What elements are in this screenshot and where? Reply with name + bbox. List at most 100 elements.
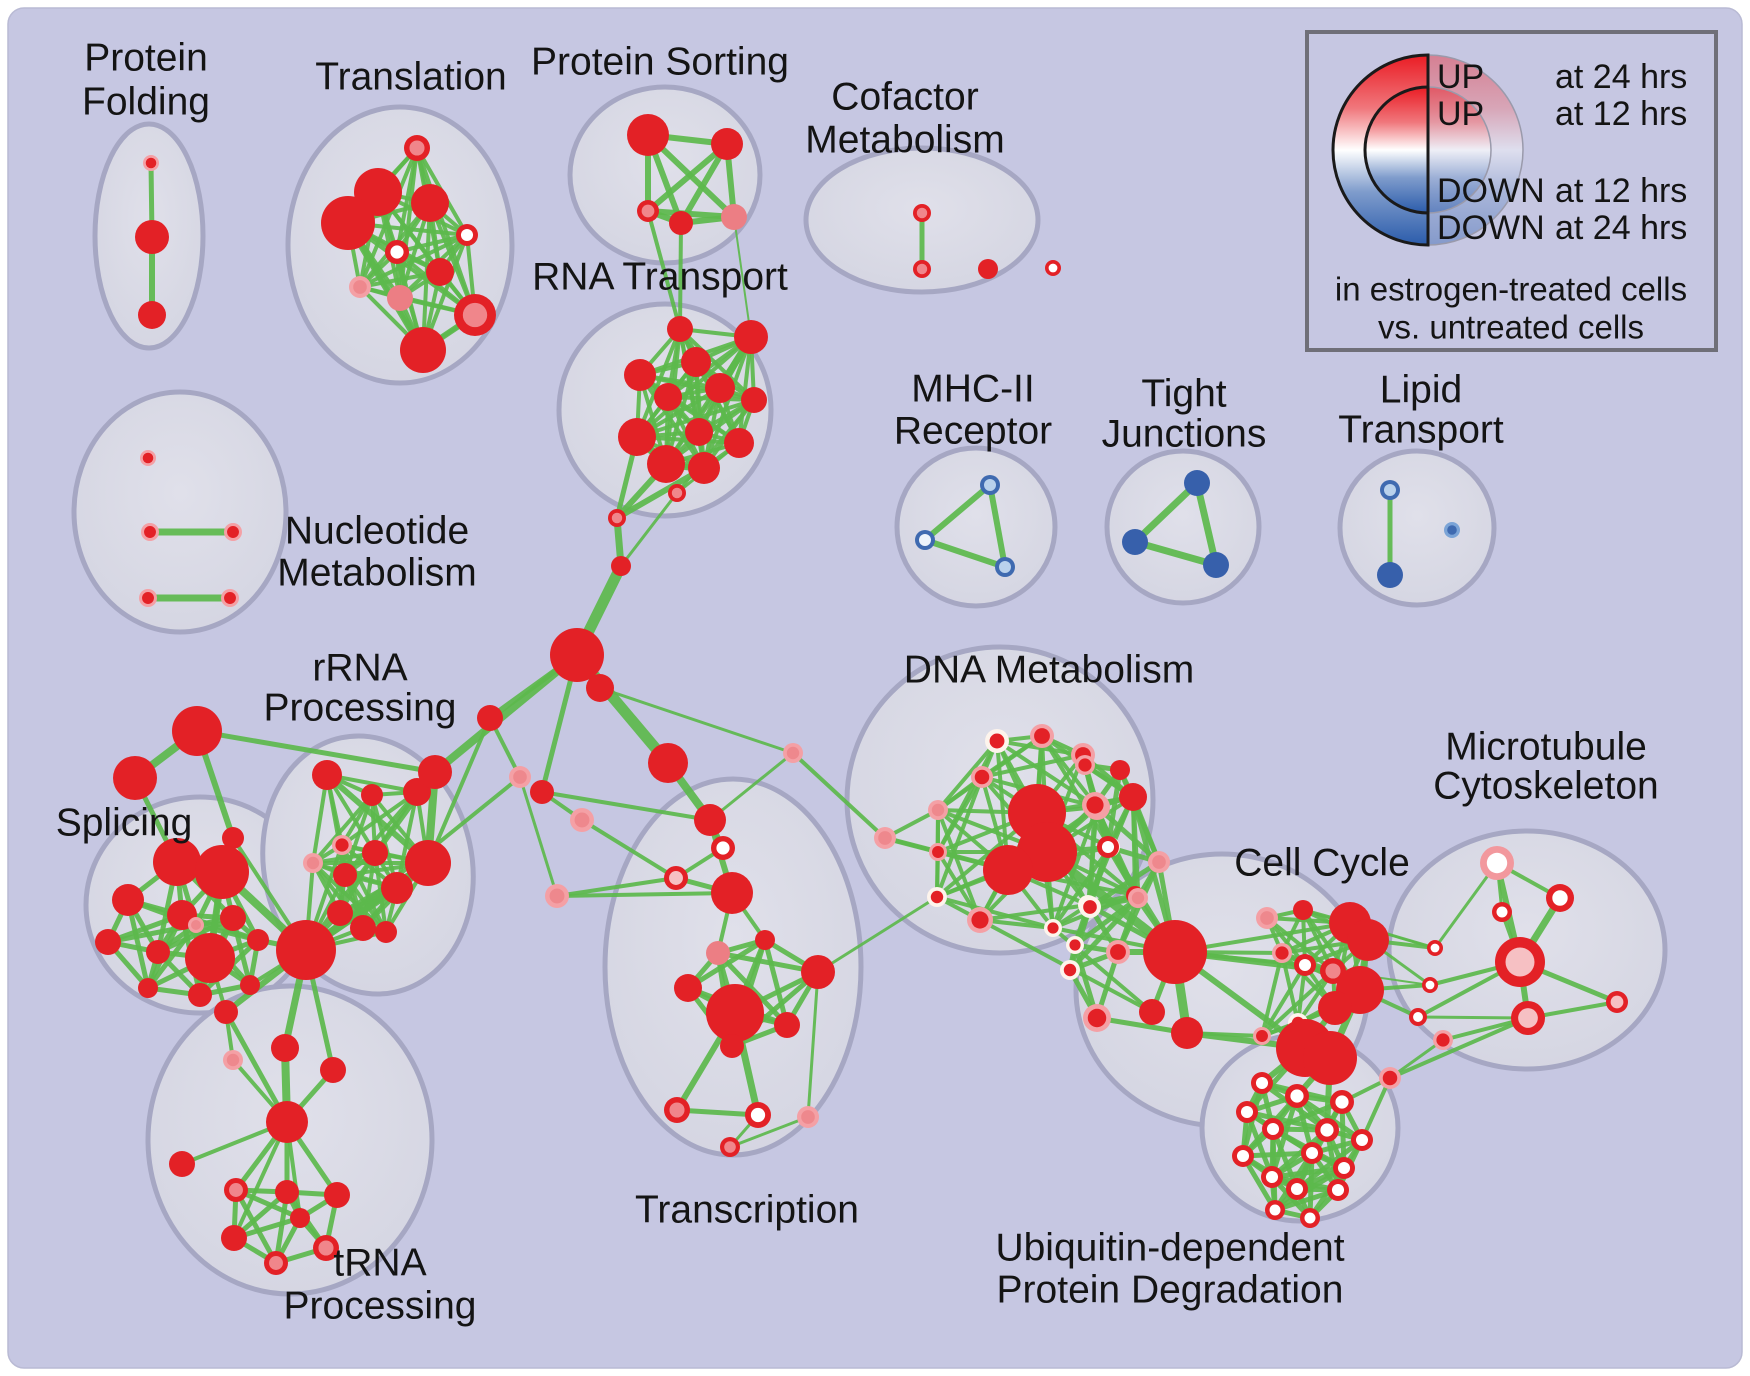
network-node[interactable]: [312, 760, 342, 790]
network-node[interactable]: [1045, 260, 1061, 276]
network-node[interactable]: [113, 756, 157, 800]
network-node[interactable]: [685, 418, 713, 446]
network-node[interactable]: [611, 556, 631, 576]
network-node[interactable]: [913, 260, 931, 278]
network-node[interactable]: [1097, 836, 1119, 858]
network-node[interactable]: [654, 383, 682, 411]
network-node[interactable]: [1347, 919, 1389, 961]
network-node[interactable]: [801, 955, 835, 989]
network-node[interactable]: [141, 523, 159, 541]
network-node[interactable]: [1236, 1101, 1258, 1123]
network-node[interactable]: [221, 1225, 247, 1251]
network-node[interactable]: [1079, 896, 1101, 918]
network-node[interactable]: [303, 853, 323, 873]
network-node[interactable]: [146, 940, 170, 964]
network-node[interactable]: [1285, 1084, 1309, 1108]
network-node[interactable]: [153, 838, 201, 886]
network-node[interactable]: [929, 843, 947, 861]
network-node[interactable]: [978, 259, 998, 279]
network-node[interactable]: [711, 872, 753, 914]
network-node[interactable]: [172, 706, 222, 756]
network-node[interactable]: [1083, 1004, 1111, 1032]
network-node[interactable]: [1492, 902, 1512, 922]
network-node[interactable]: [980, 475, 1000, 495]
network-node[interactable]: [1139, 999, 1165, 1025]
network-node[interactable]: [1265, 1200, 1285, 1220]
network-node[interactable]: [720, 1137, 740, 1157]
network-node[interactable]: [332, 835, 352, 855]
network-node[interactable]: [143, 155, 159, 171]
network-node[interactable]: [509, 766, 531, 788]
network-node[interactable]: [711, 836, 735, 860]
network-node[interactable]: [1422, 977, 1438, 993]
network-node[interactable]: [375, 921, 397, 943]
network-node[interactable]: [681, 347, 711, 377]
network-node[interactable]: [1119, 783, 1147, 811]
network-node[interactable]: [1293, 900, 1313, 920]
network-node[interactable]: [188, 917, 204, 933]
network-node[interactable]: [1480, 846, 1514, 880]
network-node[interactable]: [1409, 1008, 1427, 1026]
network-node[interactable]: [734, 320, 768, 354]
network-node[interactable]: [411, 184, 449, 222]
network-node[interactable]: [1253, 1027, 1271, 1045]
network-node[interactable]: [1272, 943, 1292, 963]
network-node[interactable]: [1286, 1178, 1308, 1200]
network-node[interactable]: [324, 1182, 350, 1208]
network-node[interactable]: [1327, 1179, 1349, 1201]
network-node[interactable]: [637, 200, 659, 222]
network-node[interactable]: [550, 628, 604, 682]
network-node[interactable]: [456, 224, 478, 246]
network-node[interactable]: [1380, 480, 1400, 500]
network-node[interactable]: [1294, 954, 1316, 976]
network-node[interactable]: [667, 316, 693, 342]
network-node[interactable]: [1122, 529, 1148, 555]
network-node[interactable]: [724, 428, 754, 458]
network-node[interactable]: [1320, 958, 1346, 984]
network-node[interactable]: [1433, 1030, 1453, 1050]
network-node[interactable]: [688, 452, 720, 484]
network-node[interactable]: [349, 276, 371, 298]
network-node[interactable]: [669, 211, 693, 235]
network-node[interactable]: [1171, 1017, 1203, 1049]
network-node[interactable]: [971, 766, 993, 788]
network-node[interactable]: [755, 930, 775, 950]
network-node[interactable]: [95, 929, 121, 955]
network-node[interactable]: [271, 1034, 299, 1062]
network-node[interactable]: [706, 941, 730, 965]
network-node[interactable]: [1379, 1067, 1401, 1089]
network-node[interactable]: [418, 755, 452, 789]
network-node[interactable]: [983, 845, 1033, 895]
network-node[interactable]: [1318, 991, 1352, 1025]
network-node[interactable]: [112, 884, 144, 916]
network-node[interactable]: [1075, 755, 1095, 775]
network-node[interactable]: [400, 327, 446, 373]
network-node[interactable]: [1060, 960, 1080, 980]
network-node[interactable]: [327, 900, 353, 926]
network-node[interactable]: [1030, 724, 1054, 748]
network-node[interactable]: [1546, 884, 1574, 912]
network-node[interactable]: [648, 743, 688, 783]
network-node[interactable]: [139, 589, 157, 607]
network-node[interactable]: [276, 920, 336, 980]
network-node[interactable]: [138, 978, 158, 998]
network-node[interactable]: [1315, 1118, 1339, 1142]
network-node[interactable]: [223, 1050, 243, 1070]
network-node[interactable]: [1351, 1129, 1373, 1151]
network-node[interactable]: [1110, 760, 1130, 780]
network-node[interactable]: [995, 557, 1015, 577]
network-node[interactable]: [1256, 907, 1278, 929]
network-node[interactable]: [1444, 522, 1460, 538]
network-node[interactable]: [706, 984, 764, 1042]
network-node[interactable]: [545, 884, 569, 908]
network-node[interactable]: [1301, 1142, 1323, 1164]
network-node[interactable]: [1066, 936, 1084, 954]
network-node[interactable]: [426, 258, 454, 286]
network-node[interactable]: [385, 240, 409, 264]
network-node[interactable]: [1082, 792, 1108, 818]
network-node[interactable]: [477, 705, 503, 731]
network-node[interactable]: [915, 530, 935, 550]
network-node[interactable]: [454, 294, 496, 336]
network-node[interactable]: [530, 780, 554, 804]
network-node[interactable]: [169, 1151, 195, 1177]
